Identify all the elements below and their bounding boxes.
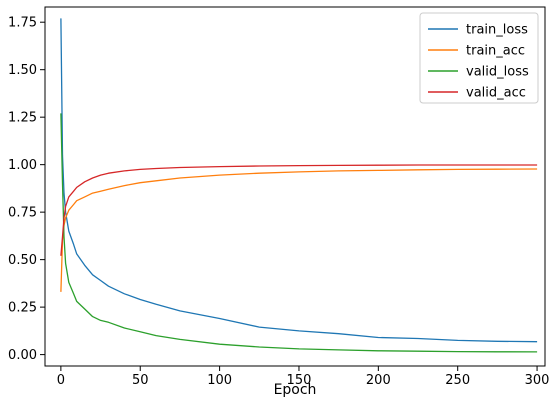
y-tick-label: 0.50 (8, 253, 37, 268)
series-line-train-acc (60, 168, 538, 292)
x-tick-label: 50 (132, 373, 149, 388)
x-tick-label: 100 (207, 373, 232, 388)
series-line-train-loss (60, 18, 538, 343)
legend-label-valid-acc: valid_acc (466, 86, 526, 101)
y-tick-label: 1.00 (8, 158, 37, 173)
x-tick-label: 0 (57, 373, 65, 388)
y-tick-label: 1.25 (8, 111, 37, 126)
y-tick-label: 1.50 (8, 63, 37, 78)
legend: train_loss train_acc valid_loss valid_acc (419, 12, 539, 104)
y-tick-label: 1.75 (8, 16, 37, 31)
y-tick-label: 0.00 (8, 348, 37, 363)
legend-label-valid-loss: valid_loss (466, 65, 529, 80)
x-tick-label: 200 (366, 373, 391, 388)
y-axis-ticks: 0.00 0.25 0.50 0.75 1.00 1.25 1.50 1.75 (8, 16, 45, 363)
plot-frame (44, 6, 546, 367)
series-lines (60, 18, 538, 353)
x-tick-label: 250 (445, 373, 470, 388)
x-tick-label: 300 (525, 373, 550, 388)
series-line-valid-loss (60, 113, 538, 353)
x-axis-title: Epoch (274, 382, 317, 398)
series-line-valid-acc (60, 164, 538, 256)
legend-box (419, 12, 539, 104)
x-axis-ticks: 0 50 100 150 200 250 300 (57, 366, 550, 388)
x-tick-label: 150 (287, 373, 312, 388)
legend-label-train-loss: train_loss (466, 23, 528, 38)
legend-label-train-acc: train_acc (466, 44, 525, 59)
y-tick-label: 0.25 (8, 301, 37, 316)
y-tick-label: 0.75 (8, 206, 37, 221)
